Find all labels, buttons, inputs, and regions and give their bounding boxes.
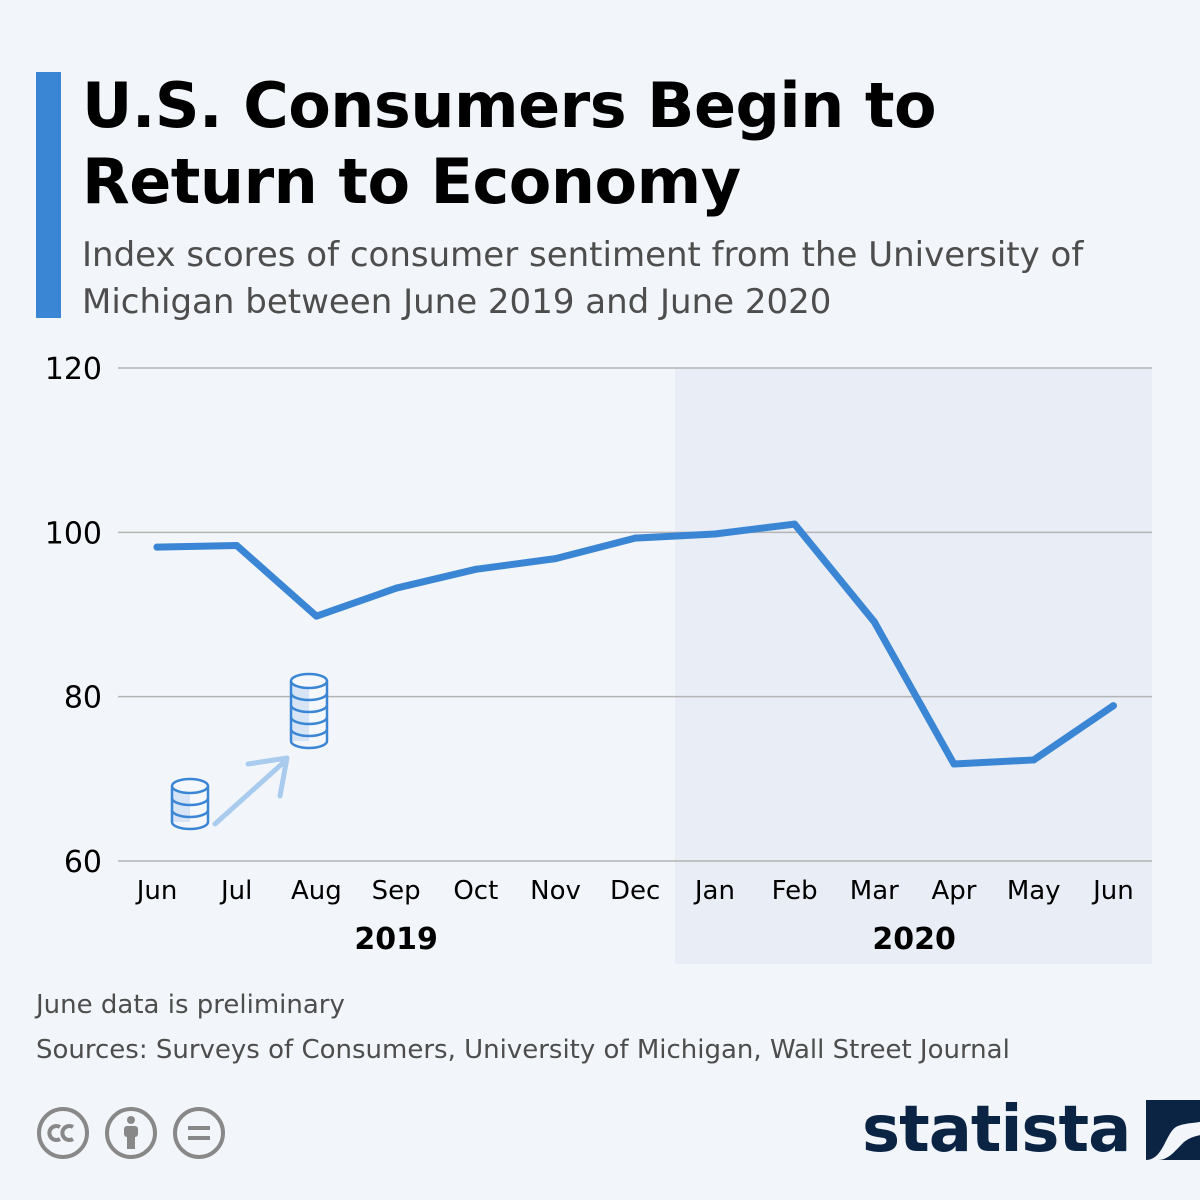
accent-bar <box>36 72 61 318</box>
x-tick-label: May <box>1007 876 1061 906</box>
no-derivatives-icon[interactable] <box>172 1106 226 1160</box>
x-tick-label: Jan <box>693 876 735 906</box>
shaded-region-2020 <box>675 368 1152 964</box>
x-axis: Jun Jul Aug Sep Oct Nov Dec Jan Feb Mar Apr May Jun <box>135 876 1134 906</box>
arrow-up-right-icon <box>212 755 290 827</box>
tall-coin-stack-icon <box>289 672 329 750</box>
y-axis: 60 80 100 120 <box>45 352 102 880</box>
x-tick-label: Jun <box>1091 876 1134 906</box>
data-point <box>791 520 799 528</box>
statista-logo-icon <box>1146 1100 1200 1160</box>
data-point <box>1030 756 1038 764</box>
data-point <box>1109 702 1117 710</box>
data-point <box>233 541 241 549</box>
data-point <box>950 760 958 768</box>
chart-title: U.S. Consumers Begin to Return to Econom… <box>82 69 937 218</box>
y-tick-label: 100 <box>45 516 102 551</box>
x-tick-label: Oct <box>453 876 498 906</box>
x-tick-label: Nov <box>530 876 581 906</box>
shade-layer <box>675 368 1152 964</box>
small-coin-stack-icon <box>170 777 210 831</box>
preliminary-note: June data is preliminary <box>36 990 345 1020</box>
coins-illustration <box>170 672 329 831</box>
data-point <box>153 543 161 551</box>
x-tick-label: Apr <box>932 876 977 906</box>
x-tick-label: Sep <box>372 876 421 906</box>
line-chart: 60 80 100 120 Jun Jul Aug Sep Oct Nov Dec Jan Feb Ma… <box>45 352 1152 964</box>
data-point <box>631 534 639 542</box>
data-point <box>552 555 559 563</box>
x-tick-label: Mar <box>850 876 899 906</box>
sources-note: Sources: Surveys of Consumers, Universit… <box>36 1035 1010 1065</box>
license-icons <box>36 1106 226 1160</box>
attribution-icon[interactable] <box>104 1106 158 1160</box>
y-tick-label: 120 <box>45 352 102 387</box>
y-tick-label: 80 <box>64 681 102 716</box>
data-point <box>870 618 878 626</box>
cc-icon[interactable] <box>36 1106 90 1160</box>
statista-logo[interactable]: statista <box>862 1098 1200 1162</box>
series-layer <box>153 520 1117 768</box>
brand-wordmark: statista <box>862 1093 1131 1167</box>
x-tick-label: Jul <box>219 876 252 906</box>
x-tick-label: Dec <box>610 876 660 906</box>
year-label-2019: 2019 <box>354 922 438 957</box>
x-tick-label: Aug <box>291 876 342 906</box>
data-point <box>711 530 719 538</box>
y-tick-label: 60 <box>64 845 102 880</box>
chart-subtitle: Index scores of consumer sentiment from … <box>82 235 1084 322</box>
year-label-2020: 2020 <box>872 922 956 957</box>
x-tick-label: Jun <box>135 876 178 906</box>
year-labels: 2019 2020 <box>354 922 956 957</box>
data-point <box>472 565 480 573</box>
x-tick-label: Feb <box>772 876 818 906</box>
data-point <box>392 584 400 592</box>
data-point <box>312 612 320 620</box>
